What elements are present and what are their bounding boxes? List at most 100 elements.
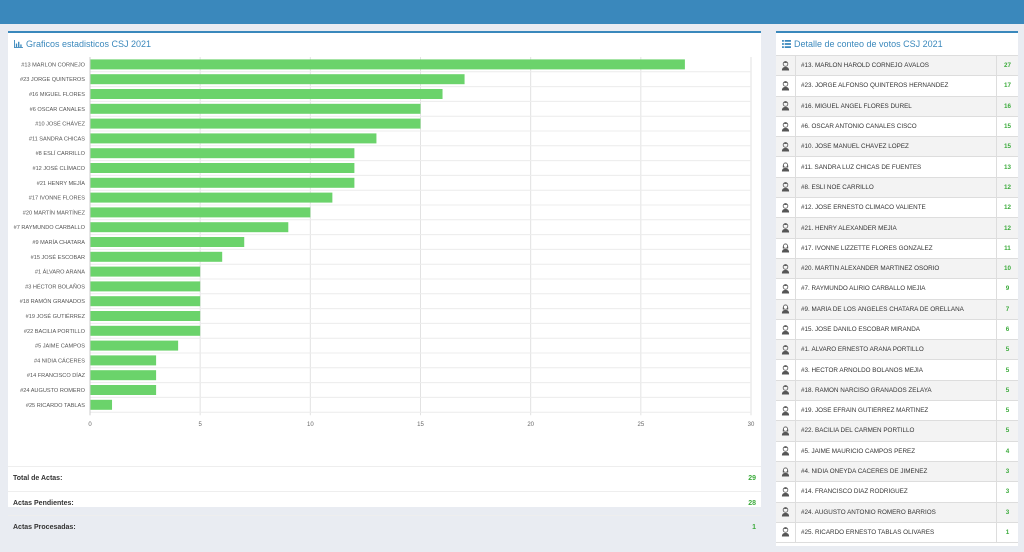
list-icon [782, 40, 791, 48]
y-tick-label: #15 JOSÉ ESCOBAR [31, 254, 85, 261]
candidate-name: #17. IVONNE LIZZETTE FLORES GONZÁLEZ [801, 244, 933, 252]
male-avatar-icon [776, 56, 796, 76]
bar [90, 207, 311, 218]
male-avatar-icon [776, 258, 796, 279]
candidate-row: #19. JOSÉ EFRAÍN GUTIÉRREZ MARTÍNEZ 5 [776, 401, 1018, 422]
candidate-row: #11. SANDRA LUZ CHICAS DE FUENTES 13 [776, 157, 1018, 178]
stat-row: Actas Procesadas: 1 [8, 515, 761, 540]
candidate-row: #5. JAIME MAURICIO CAMPOS PÉREZ 4 [776, 441, 1018, 462]
y-tick-label: #25 RICARDO TABLAS [26, 403, 85, 409]
stat-row: Actas Pendientes: 28 [8, 490, 761, 516]
candidate-votes: 12 [996, 218, 1018, 238]
bar [90, 355, 157, 366]
stat-label: Actas Procesadas: [13, 524, 76, 532]
male-avatar-icon [776, 177, 796, 198]
y-tick-label: #3 HÉCTOR BOLAÑOS [25, 283, 85, 290]
male-avatar-icon [776, 522, 796, 543]
bar [90, 222, 289, 233]
votes-bar-chart: 0 5 10 15 20 25 30 #13 MARLON CORNEJO #23 JORGE … [14, 57, 755, 428]
candidate-votes: 9 [996, 279, 1018, 299]
candidate-votes: 3 [996, 482, 1018, 502]
bar [90, 385, 157, 395]
candidate-row: #17. IVONNE LIZZETTE FLORES GONZÁLEZ 11 [776, 238, 1018, 259]
candidate-row: #25. RICARDO ERNESTO TABLAS OLIVARES 1 [776, 522, 1018, 544]
bar [90, 192, 333, 203]
candidate-votes: 16 [996, 96, 1018, 116]
candidate-row: #24. AUGUSTO ANTONIO ROMERO BARRIOS 3 [776, 502, 1018, 523]
candidate-row: #23. JORGE ALFONSO QUINTEROS HERNÁNDEZ 17 [776, 76, 1018, 97]
male-avatar-icon [776, 96, 796, 116]
candidate-row: #22. BACILIA DEL CARMEN PORTILLO 5 [776, 421, 1018, 442]
y-tick-label: #13 MARLON CORNEJO [21, 62, 85, 68]
y-tick-label: #5 JAIME CAMPOS [35, 344, 85, 350]
candidate-row: #15. JOSÉ DANILO ESCOBAR MIRANDA 6 [776, 319, 1018, 341]
male-avatar-icon [776, 218, 796, 238]
stat-value: 29 [748, 475, 756, 483]
stat-value: 1 [752, 524, 756, 532]
y-tick-label: #21 HENRY MEJÍA [37, 180, 86, 187]
candidate-votes: 3 [996, 461, 1018, 482]
candidate-name: #15. JOSÉ DANILO ESCOBAR MIRANDA [801, 326, 920, 333]
y-tick-label: #12 JOSÉ CLÍMACO [32, 165, 85, 172]
bar [90, 340, 179, 351]
x-tick-label: 30 [748, 422, 755, 428]
candidate-row: #14. FRANCISCO DÍAZ RODRÍGUEZ 3 [776, 482, 1018, 503]
bar [90, 296, 201, 307]
x-tick-label: 15 [417, 422, 424, 428]
y-tick-label: #8 ESLÍ CARRILLO [36, 150, 86, 157]
candidate-name: #9. MARÍA DE LOS ÁNGELES CHATARA DE OREL… [801, 305, 964, 313]
candidate-name: #25. RICARDO ERNESTO TABLAS OLIVARES [801, 528, 935, 536]
candidate-votes: 5 [996, 380, 1018, 401]
candidate-name: #8. ESLÍ NOÉ CARRILLO [801, 183, 874, 191]
candidate-votes: 15 [996, 137, 1018, 157]
x-tick-label: 10 [307, 422, 314, 428]
candidate-votes: 13 [996, 157, 1018, 177]
candidate-votes: 12 [996, 198, 1018, 218]
candidate-row: #18. RAMÓN NARCISO GRANADOS ZELAYA 5 [776, 380, 1018, 402]
bar [90, 177, 355, 188]
female-avatar-icon [776, 299, 796, 319]
candidate-row: #16. MIGUEL ÁNGEL FLORES DUREL 16 [776, 96, 1018, 117]
candidate-votes: 3 [996, 502, 1018, 522]
female-avatar-icon [776, 238, 796, 258]
y-tick-label: #19 JOSÉ GUTIÉRREZ [26, 313, 86, 320]
candidate-votes: 1 [996, 522, 1018, 543]
bar [90, 266, 201, 277]
candidate-name: #19. JOSÉ EFRAÍN GUTIÉRREZ MARTÍNEZ [801, 407, 929, 415]
candidate-votes: 7 [996, 299, 1018, 319]
candidate-votes: 17 [996, 76, 1018, 96]
bar [90, 133, 377, 144]
stat-label: Actas Pendientes: [13, 499, 74, 507]
candidate-list: #13. MARLON HAROLD CORNEJO ÁVALOS 27 #23. … [776, 55, 1018, 544]
male-avatar-icon [776, 279, 796, 299]
y-tick-label: #1 ÁLVARO ARANA [35, 269, 85, 276]
male-avatar-icon [776, 441, 796, 461]
candidate-name: #22. BACILIA DEL CARMEN PORTILLO [801, 427, 915, 435]
y-tick-label: #24 AUGUSTO ROMERO [20, 388, 86, 394]
candidate-row: #13. MARLON HAROLD CORNEJO ÁVALOS 27 [776, 56, 1018, 77]
candidate-row: #1. ÁLVARO ERNESTO ARANA PORTILLO 5 [776, 340, 1018, 361]
female-avatar-icon [776, 157, 796, 177]
candidate-row: #20. MARTÍN ALEXANDER MARTÍNEZ OSORIO 10 [776, 258, 1018, 280]
bar [90, 118, 421, 129]
male-avatar-icon [776, 502, 796, 522]
candidate-name: #16. MIGUEL ÁNGEL FLORES DUREL [801, 102, 912, 110]
candidate-votes: 27 [996, 56, 1018, 76]
candidate-name: #3. HÉCTOR ARNOLDO BOLAÑOS MEJÍA [801, 366, 924, 374]
male-avatar-icon [776, 319, 796, 340]
y-tick-label: #7 RAYMUNDO CARBALLO [14, 225, 86, 231]
bar [90, 89, 443, 99]
candidate-name: #7. RAYMUNDO ALIRIO CARBALLO MEJÍA [801, 285, 926, 293]
candidate-name: #11. SANDRA LUZ CHICAS DE FUENTES [801, 163, 922, 171]
candidate-name: #18. RAMÓN NARCISO GRANADOS ZELAYA [801, 386, 932, 394]
male-avatar-icon [776, 198, 796, 218]
candidate-row: #21. HENRY ALEXANDER MEJÍA 12 [776, 218, 1018, 239]
bar [90, 148, 355, 159]
female-avatar-icon [776, 421, 796, 441]
candidate-votes: 15 [996, 116, 1018, 137]
candidate-name: #21. HENRY ALEXANDER MEJÍA [801, 224, 897, 232]
candidate-name: #24. AUGUSTO ANTONIO ROMERO BARRIOS [801, 508, 936, 516]
bar-chart-icon [14, 40, 23, 48]
male-avatar-icon [776, 116, 796, 137]
candidate-name: #6. OSCAR ANTONIO CANALES CISCO [801, 123, 917, 131]
